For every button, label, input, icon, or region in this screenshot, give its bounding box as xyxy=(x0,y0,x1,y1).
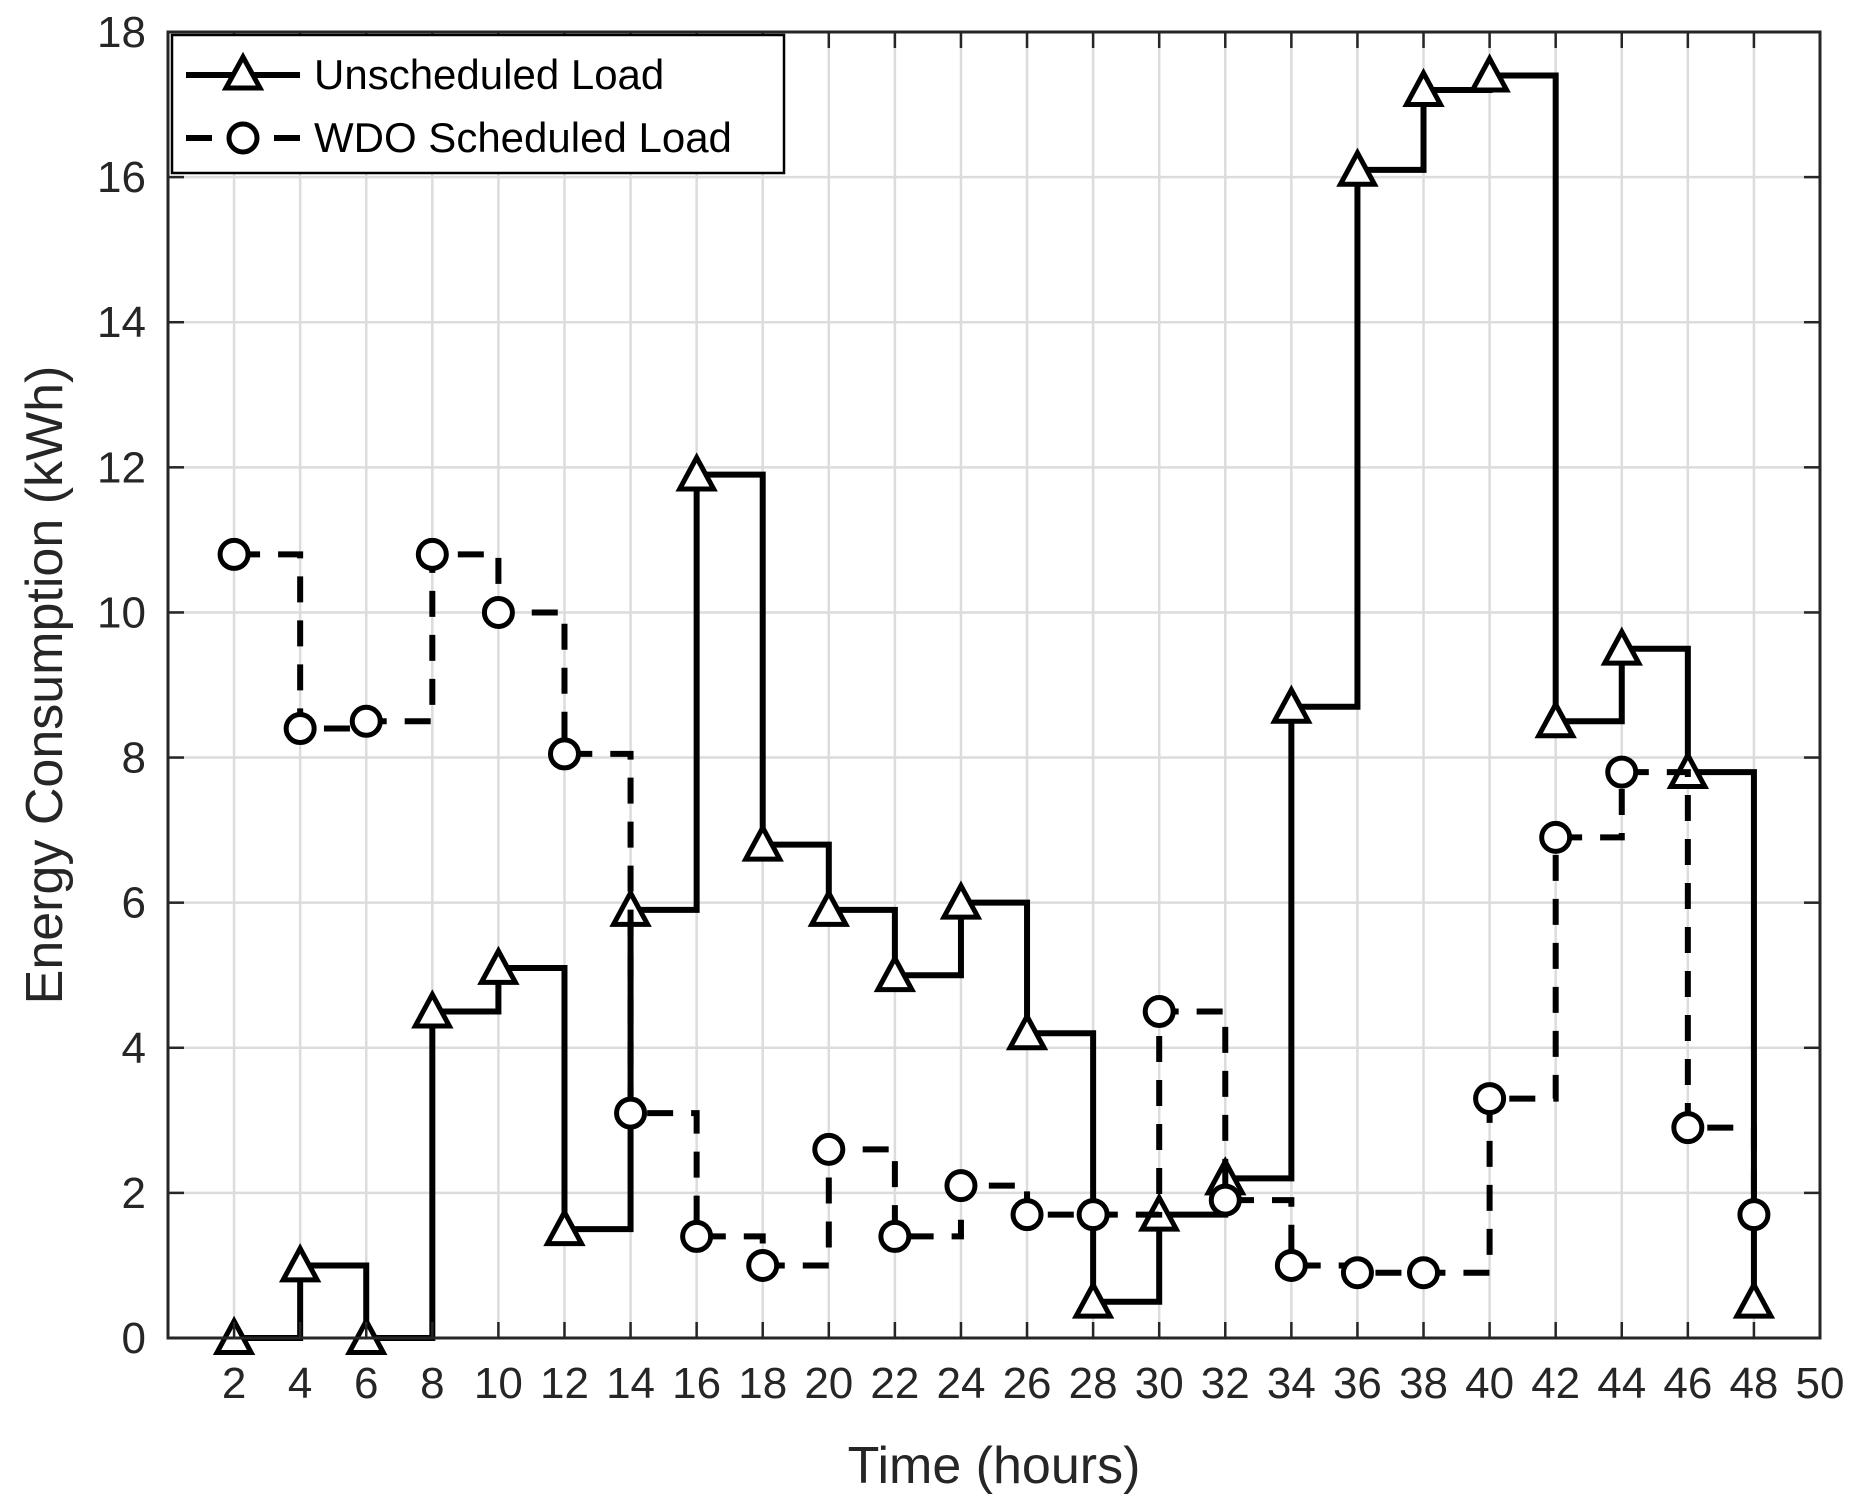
axis-ticks: 2 4 6 8 10 12 14 16 18 20 22 24 26 28 30 32 34 36 38 40 42 44… xyxy=(97,8,1844,1408)
wdo-point xyxy=(481,595,515,629)
wdo-point xyxy=(415,537,449,571)
unscheduled-point xyxy=(1270,684,1313,724)
unscheduled-point xyxy=(1732,1279,1776,1319)
wdo-point xyxy=(812,1132,846,1166)
legend-circle-marker xyxy=(226,121,260,155)
x-tick-label: 16 xyxy=(672,1359,721,1408)
x-tick-label: 14 xyxy=(606,1359,655,1408)
wdo-point xyxy=(1737,1198,1771,1232)
x-tick-label: 28 xyxy=(1069,1359,1118,1408)
x-tick-label: 36 xyxy=(1333,1359,1382,1408)
unscheduled-point xyxy=(477,945,520,985)
x-tick-label: 22 xyxy=(870,1359,919,1408)
unscheduled-point xyxy=(1600,626,1643,666)
x-tick-label: 42 xyxy=(1531,1359,1580,1408)
wdo-point xyxy=(283,712,317,746)
plot-frame xyxy=(166,30,1822,1340)
unscheduled-point xyxy=(807,887,850,927)
y-tick-label: 0 xyxy=(122,1314,146,1363)
legend-item-wdo: WDO Scheduled Load xyxy=(186,114,732,161)
y-tick-label: 8 xyxy=(122,734,146,783)
legend-triangle-marker xyxy=(221,51,265,91)
y-tick-label: 6 xyxy=(122,879,146,928)
wdo-point xyxy=(1539,820,1573,854)
x-tick-label: 48 xyxy=(1729,1359,1778,1408)
wdo-point xyxy=(878,1219,912,1253)
x-tick-label: 34 xyxy=(1267,1359,1316,1408)
legend-label-unscheduled: Unscheduled Load xyxy=(314,51,664,98)
wdo-point xyxy=(1605,755,1639,789)
wdo-point xyxy=(614,1096,648,1130)
x-tick-label: 24 xyxy=(936,1359,985,1408)
y-tick-label: 2 xyxy=(122,1169,146,1218)
wdo-point xyxy=(1473,1082,1507,1116)
x-tick-label: 12 xyxy=(540,1359,589,1408)
x-tick-label: 44 xyxy=(1597,1359,1646,1408)
wdo-point xyxy=(1340,1256,1374,1290)
y-tick-label: 10 xyxy=(97,588,146,637)
y-tick-label: 16 xyxy=(97,153,146,202)
wdo-point xyxy=(1076,1198,1110,1232)
unscheduled-point xyxy=(1071,1279,1115,1319)
unscheduled-point xyxy=(278,1243,322,1283)
y-tick-label: 12 xyxy=(97,443,146,492)
wdo-point xyxy=(217,537,251,571)
x-tick-label: 8 xyxy=(420,1359,444,1408)
wdo-point xyxy=(944,1169,978,1203)
y-axis-label: Energy Consumption (kWh) xyxy=(16,366,74,1005)
plot-background xyxy=(168,32,1820,1338)
y-tick-label: 4 xyxy=(122,1024,146,1073)
x-tick-label: 30 xyxy=(1135,1359,1184,1408)
wdo-point xyxy=(547,737,581,771)
wdo-point xyxy=(1010,1198,1044,1232)
series-layer xyxy=(212,53,1776,1355)
unscheduled-point xyxy=(1468,53,1511,93)
unscheduled-point xyxy=(411,989,454,1029)
x-axis-label: Time (hours) xyxy=(848,1437,1141,1495)
wdo-point xyxy=(1407,1256,1441,1290)
x-tick-label: 50 xyxy=(1796,1359,1845,1408)
x-tick-label: 20 xyxy=(804,1359,853,1408)
x-tick-label: 4 xyxy=(288,1359,312,1408)
wdo-point xyxy=(1671,1111,1705,1145)
legend-item-unscheduled: Unscheduled Load xyxy=(186,51,664,98)
x-tick-label: 38 xyxy=(1399,1359,1448,1408)
unscheduled-point xyxy=(741,822,784,862)
wdo-point xyxy=(746,1248,780,1282)
x-tick-label: 2 xyxy=(222,1359,246,1408)
y-tick-label: 18 xyxy=(97,8,146,57)
wdo-point xyxy=(349,704,383,738)
wdo-point xyxy=(1142,995,1176,1028)
x-tick-label: 6 xyxy=(354,1359,378,1408)
x-tick-label: 32 xyxy=(1201,1359,1250,1408)
x-tick-label: 18 xyxy=(738,1359,787,1408)
x-tick-label: 40 xyxy=(1465,1359,1514,1408)
x-tick-label: 26 xyxy=(1003,1359,1052,1408)
legend: Unscheduled Load WDO Scheduled Load xyxy=(170,33,786,175)
unscheduled-point xyxy=(873,952,917,993)
wdo-point xyxy=(1208,1183,1242,1217)
unscheduled-point xyxy=(675,452,718,492)
unscheduled-point xyxy=(543,1206,586,1247)
unscheduled-point xyxy=(1336,147,1379,187)
x-tick-label: 10 xyxy=(474,1359,523,1408)
wdo-point xyxy=(680,1219,714,1253)
unscheduled-point xyxy=(939,880,983,920)
x-tick-label: 46 xyxy=(1663,1359,1712,1408)
legend-box xyxy=(170,33,786,175)
unscheduled-point xyxy=(1402,67,1445,107)
legend-label-wdo: WDO Scheduled Load xyxy=(314,114,732,161)
unscheduled-point xyxy=(1534,699,1577,739)
unscheduled-point xyxy=(1005,1011,1049,1051)
y-tick-label: 14 xyxy=(97,298,146,347)
wdo-point xyxy=(1274,1248,1308,1282)
